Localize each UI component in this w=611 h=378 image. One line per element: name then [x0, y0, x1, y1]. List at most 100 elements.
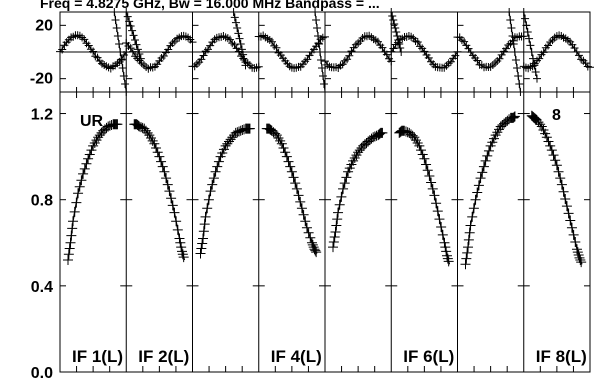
amp-point	[171, 216, 181, 226]
amp-point	[153, 147, 163, 157]
amp-point	[471, 195, 481, 205]
amp-point	[80, 164, 90, 174]
amp-point	[176, 242, 186, 252]
amp-point	[204, 195, 214, 205]
amp-point	[199, 226, 209, 236]
amp-point	[424, 171, 434, 181]
amp-ytick-label: 0.4	[31, 279, 53, 296]
phase-panel-group: 20-20	[30, 8, 594, 96]
panel-number: 8	[552, 107, 561, 124]
amp-point	[429, 190, 439, 200]
phase-wrap-point	[528, 48, 536, 56]
amp-point	[328, 242, 338, 252]
amp-point	[444, 256, 454, 266]
amp-point	[161, 173, 171, 183]
amp-point	[302, 223, 312, 233]
amp-point	[474, 180, 484, 190]
phase-wrap-point	[388, 12, 396, 20]
amp-point	[163, 180, 173, 190]
amp-series-line	[466, 116, 516, 265]
amp-point	[305, 233, 315, 243]
amp-ytick-label: 0.0	[31, 365, 53, 378]
amp-point	[285, 162, 295, 172]
amp-series-line	[267, 129, 317, 254]
if-label: IF 1(L)	[72, 347, 123, 366]
amp-point	[552, 160, 562, 170]
amp-point	[68, 216, 78, 226]
amp-point	[567, 223, 577, 233]
amp-point	[178, 249, 188, 259]
amp-point	[309, 244, 319, 254]
amp-point	[336, 192, 346, 202]
amp-series-line	[399, 131, 449, 264]
amp-point	[431, 198, 441, 208]
amp-point	[545, 141, 555, 151]
amp-point	[73, 188, 83, 198]
phase-wrap-point	[514, 72, 522, 80]
phase-wrap-point	[234, 29, 242, 37]
phase-wrap-point	[113, 24, 121, 32]
amp-point	[428, 184, 438, 194]
amp-point	[159, 167, 169, 177]
amp-point	[555, 173, 565, 183]
phase-wrap-point	[130, 31, 138, 39]
phase-wrap-point	[529, 55, 537, 63]
amp-point	[76, 175, 86, 185]
amp-point	[78, 169, 88, 179]
amp-point	[196, 244, 206, 254]
amp-point	[477, 167, 487, 177]
amp-point	[560, 194, 570, 204]
amp-point	[332, 214, 342, 224]
amp-point	[166, 193, 176, 203]
amp-point	[441, 246, 451, 256]
amp-point	[282, 152, 292, 162]
amp-point	[465, 228, 475, 238]
amp-point	[70, 207, 80, 217]
amp-point	[209, 173, 219, 183]
amp-point	[169, 208, 179, 218]
amp-point	[335, 200, 345, 210]
amp-point	[175, 238, 185, 248]
phase-wrap-point	[397, 48, 405, 56]
amp-point	[479, 162, 489, 172]
amp-point	[297, 203, 307, 213]
amp-point	[197, 238, 207, 248]
amp-point	[469, 203, 479, 213]
amp-point	[438, 230, 448, 240]
phase-wrap-point	[115, 40, 123, 48]
amp-point	[330, 232, 340, 242]
phase-point	[365, 32, 373, 40]
panel-tag: UR	[80, 113, 104, 130]
amp-point	[295, 197, 305, 207]
amp-point	[439, 238, 449, 248]
amp-point	[341, 172, 351, 182]
amp-point	[173, 225, 183, 235]
amp-point	[463, 242, 473, 252]
amp-point	[64, 249, 74, 259]
amp-point	[154, 152, 164, 162]
amp-point	[67, 223, 77, 233]
amp-point	[201, 212, 211, 222]
phase-point	[306, 51, 314, 59]
phase-wrap-point	[237, 40, 245, 48]
amp-point	[564, 208, 574, 218]
phase-ytick-label: -20	[30, 71, 53, 88]
amp-point	[299, 210, 309, 220]
amp-point	[443, 254, 453, 264]
amp-ytick-label: 1.2	[31, 107, 53, 124]
amp-point	[333, 208, 343, 218]
amp-point	[214, 157, 224, 167]
amp-point	[158, 162, 168, 172]
amp-point	[440, 242, 450, 252]
amp-point	[177, 246, 187, 256]
amp-point	[304, 228, 314, 238]
amp-point	[550, 155, 560, 165]
amp-point	[570, 237, 580, 247]
amp-point	[85, 149, 95, 159]
amp-point	[200, 219, 210, 229]
amp-point	[575, 255, 585, 265]
amp-point	[466, 221, 476, 231]
if-label: IF 8(L)	[536, 347, 587, 366]
amp-point	[206, 186, 216, 196]
